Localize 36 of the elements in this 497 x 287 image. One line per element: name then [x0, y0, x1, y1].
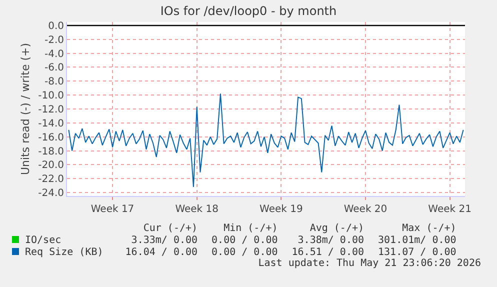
- y-tick-label: -6.0: [44, 62, 64, 74]
- text: 131.07 / 0.00: [377, 246, 456, 258]
- y-tick-label: -2.0: [44, 34, 64, 46]
- x-tick-label: Week 20: [344, 204, 388, 215]
- text: 3.33m/ 0.00: [130, 234, 198, 246]
- x-tick-label: Week 17: [90, 204, 134, 215]
- text: 3.38m/ 0.00: [296, 234, 364, 246]
- text: 16.51 / 0.00: [290, 246, 364, 258]
- y-tick-label: 0.0: [48, 20, 64, 32]
- y-tick-label: -16.0: [38, 132, 64, 144]
- x-tick-label: Week 19: [260, 204, 303, 215]
- y-tick-label: -14.0: [38, 118, 64, 130]
- text: 16.04 / 0.00: [124, 246, 198, 258]
- text: 0.00 / 0.00: [210, 246, 278, 258]
- text: Max (-/+): [401, 222, 456, 234]
- text: Min (-/+): [222, 222, 278, 234]
- y-tick-label: -10.0: [38, 90, 64, 102]
- text: Cur (-/+): [142, 222, 198, 234]
- line-series: [68, 93, 464, 188]
- y-tick-label: -8.0: [44, 76, 64, 88]
- x-tick-label: Week 21: [428, 204, 472, 215]
- legend-label: IO/sec: [24, 234, 62, 246]
- text: 0.00 / 0.00: [210, 234, 278, 246]
- y-tick-label: -4.0: [44, 48, 64, 60]
- y-tick-label: -22.0: [38, 174, 64, 186]
- y-tick-label: -18.0: [38, 146, 64, 158]
- text: 301.01m/ 0.00: [377, 234, 456, 246]
- chart-title: IOs for /dev/loop0 - by month: [160, 4, 337, 18]
- y-tick-label: -20.0: [38, 160, 64, 172]
- y-axis-title: Units read (-) / write (+): [18, 42, 32, 176]
- y-tick-label: -24.0: [38, 188, 64, 200]
- y-tick-label: -12.0: [38, 104, 64, 116]
- x-tick-label: Week 18: [175, 204, 219, 215]
- text: Avg (-/+): [308, 222, 364, 234]
- text: Last update: Thu May 21 23:06:20 2026: [257, 258, 481, 269]
- legend-label: Req Size (KB): [24, 246, 104, 258]
